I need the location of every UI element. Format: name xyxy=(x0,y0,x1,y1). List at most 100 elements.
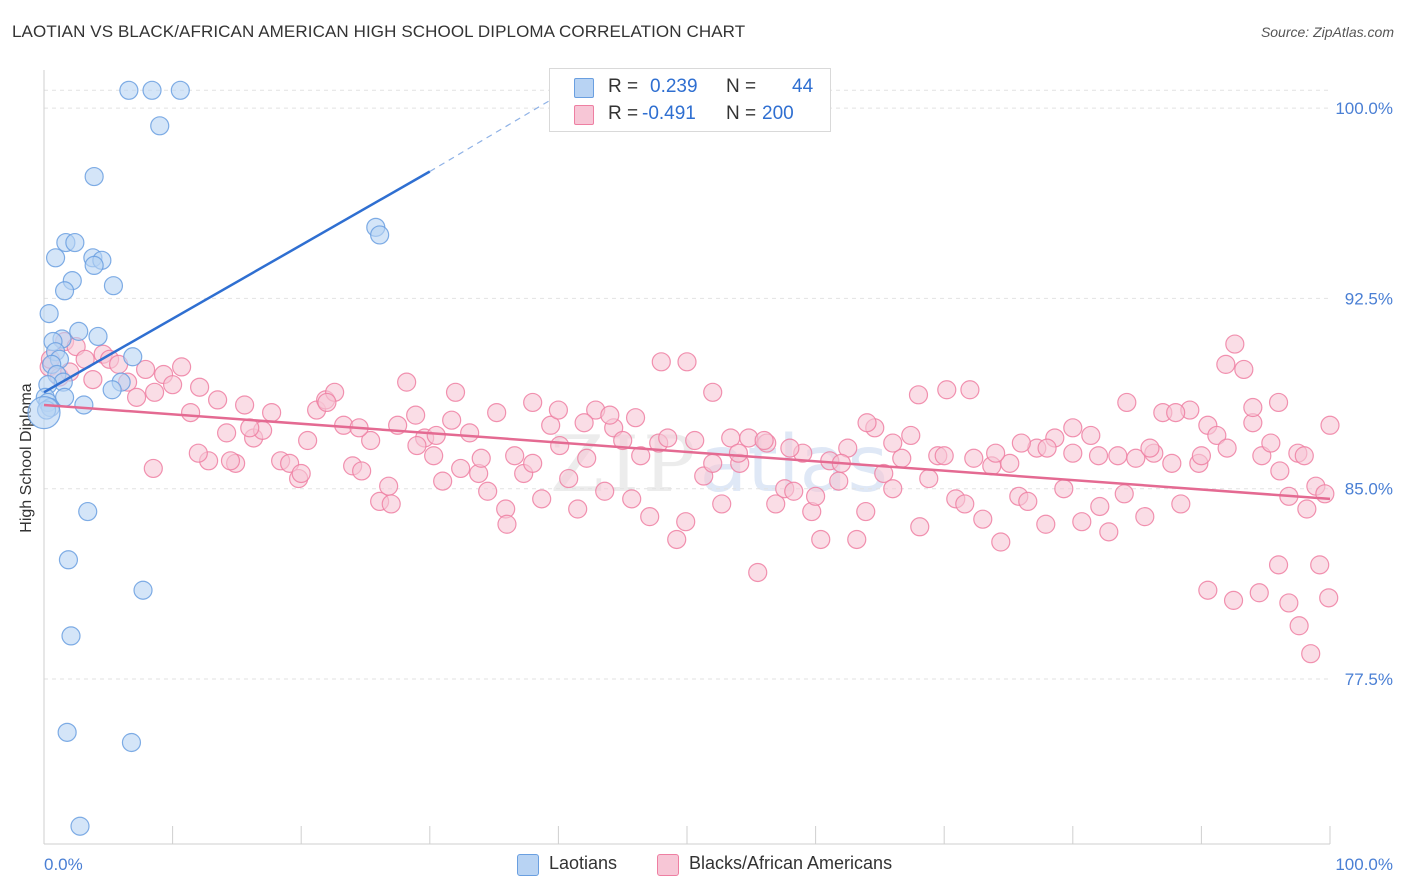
black-point xyxy=(857,413,877,433)
black-point xyxy=(1249,583,1269,603)
black-point xyxy=(1037,438,1057,458)
black-point xyxy=(1268,555,1289,575)
black-point xyxy=(1018,491,1038,512)
black-point xyxy=(505,446,525,466)
laotian-point xyxy=(121,732,142,753)
bottom-legend-label-laotians: Laotians xyxy=(549,853,618,873)
black-point xyxy=(613,430,633,451)
black-point xyxy=(595,481,615,501)
black-point xyxy=(548,400,569,420)
black-point xyxy=(937,380,957,400)
black-point xyxy=(523,392,543,413)
black-point xyxy=(685,430,705,451)
black-point xyxy=(622,489,642,509)
black-point xyxy=(217,423,237,443)
black-point xyxy=(352,461,372,481)
black-point xyxy=(631,446,651,466)
black-point xyxy=(397,372,417,392)
black-point xyxy=(487,402,507,423)
legend-r-value: 0.239 xyxy=(650,76,698,97)
legend-n-label: N = xyxy=(726,103,757,124)
black-point xyxy=(497,514,517,534)
black-point xyxy=(1108,446,1128,466)
black-point xyxy=(1198,580,1218,600)
y-tick-label: 77.5% xyxy=(1345,670,1393,689)
black-point xyxy=(640,507,660,527)
black-point xyxy=(986,443,1006,463)
black-point xyxy=(426,425,446,446)
black-point xyxy=(1114,484,1134,504)
y-tick-label: 92.5% xyxy=(1345,289,1393,308)
black-point xyxy=(874,463,894,484)
black-point xyxy=(574,413,594,433)
laotian-point xyxy=(142,80,162,100)
black-point xyxy=(676,512,696,532)
laotian-point xyxy=(27,395,61,430)
black-point xyxy=(1207,425,1227,446)
y-tick-label: 100.0% xyxy=(1335,99,1393,118)
black-point xyxy=(1081,425,1101,446)
black-trendline xyxy=(43,403,1331,501)
black-point xyxy=(190,377,210,397)
black-point xyxy=(559,468,579,489)
black-point xyxy=(1063,418,1083,438)
black-point xyxy=(1117,392,1137,413)
laotian-point xyxy=(58,550,79,570)
black-point xyxy=(805,486,826,506)
black-point xyxy=(600,405,620,425)
black-point xyxy=(1294,446,1314,466)
black-point xyxy=(1243,397,1263,418)
black-point xyxy=(934,446,954,466)
legend-swatch-laotians xyxy=(574,78,594,98)
black-point xyxy=(478,481,498,501)
black-point xyxy=(1315,484,1335,504)
black-point xyxy=(291,463,311,484)
black-point xyxy=(1216,354,1236,374)
black-point xyxy=(991,532,1011,552)
black-point xyxy=(1088,446,1109,466)
black-point xyxy=(1234,359,1254,380)
black-point xyxy=(143,458,163,479)
black-point xyxy=(1166,402,1186,423)
x-tick-label: 0.0% xyxy=(44,855,83,874)
legend-n-value: 200 xyxy=(762,103,794,124)
black-point xyxy=(471,448,491,468)
legend-r-label: R = xyxy=(608,76,639,97)
y-tick-label: 85.0% xyxy=(1345,480,1393,499)
black-point xyxy=(883,479,903,499)
black-point xyxy=(1036,514,1056,534)
black-point xyxy=(712,494,732,514)
black-point xyxy=(856,501,876,522)
black-point xyxy=(1171,494,1191,514)
black-point xyxy=(317,392,337,413)
black-point xyxy=(1319,588,1339,608)
black-point xyxy=(955,494,975,514)
black-point xyxy=(460,423,480,443)
black-point xyxy=(1217,438,1237,458)
black-point xyxy=(766,494,786,514)
black-point xyxy=(541,415,561,435)
black-point xyxy=(1289,616,1309,636)
black-point xyxy=(532,489,552,509)
black-point xyxy=(703,453,723,473)
black-point xyxy=(361,430,381,451)
laotian-point xyxy=(57,722,77,742)
black-point xyxy=(442,410,462,430)
black-point xyxy=(1126,448,1146,468)
black-point xyxy=(1261,433,1281,453)
black-point xyxy=(424,446,444,466)
laotian-point xyxy=(69,321,89,341)
black-point xyxy=(1270,461,1290,481)
laotian-trendline xyxy=(43,170,431,394)
x-tick-label: 100.0% xyxy=(1335,855,1393,874)
black-point xyxy=(220,451,241,471)
black-point xyxy=(1297,499,1317,519)
black-point xyxy=(1225,334,1245,354)
black-point xyxy=(1000,453,1020,473)
laotian-point xyxy=(54,281,75,301)
laotian-point xyxy=(45,248,66,268)
black-point xyxy=(667,529,687,550)
laotian-point xyxy=(65,232,85,253)
black-point xyxy=(445,382,466,402)
black-point xyxy=(1279,593,1299,613)
